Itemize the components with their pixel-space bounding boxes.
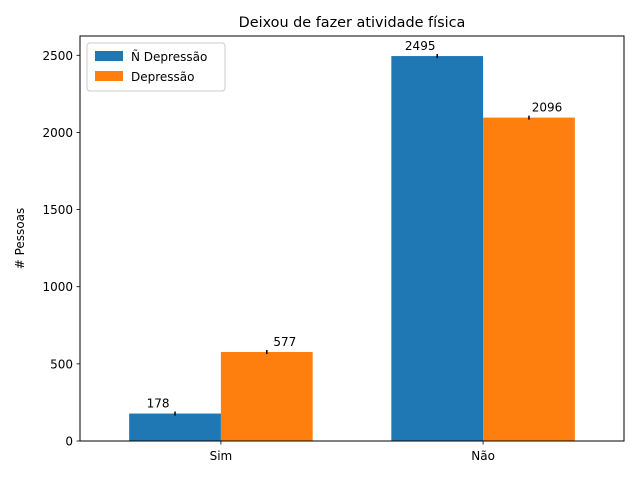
bar-nao-depressao-0 <box>129 413 221 441</box>
y-tick-label: 2500 <box>42 49 73 63</box>
y-axis-ticks: 0 500 1000 1500 2000 2500 <box>42 49 80 449</box>
y-tick-label: 1500 <box>42 203 73 217</box>
y-tick-label: 1000 <box>42 280 73 294</box>
legend-label: Depressão <box>131 70 195 84</box>
bar-value-label: 577 <box>273 335 296 349</box>
x-axis-ticks: Sim Não <box>210 441 495 463</box>
y-tick-label: 0 <box>65 435 73 449</box>
y-tick-label: 500 <box>50 357 73 371</box>
plot-frame <box>79 35 625 442</box>
legend: Ñ Depressão Depressão <box>86 42 226 92</box>
bar-value-label: 2495 <box>405 39 436 53</box>
bar-labels-group: 178 2495 577 2096 <box>147 39 563 410</box>
legend-label: Ñ Depressão <box>131 49 207 64</box>
x-tick-label: Sim <box>210 449 233 463</box>
y-tick-label: 2000 <box>42 126 73 140</box>
bar-nao-depressao-1 <box>391 56 484 442</box>
x-tick-label: Não <box>471 449 495 463</box>
bar-depressao-1 <box>483 117 575 442</box>
error-bars-group <box>174 54 530 416</box>
bar-value-label: 2096 <box>532 101 563 115</box>
legend-swatch <box>95 51 123 61</box>
legend-swatch <box>95 71 123 81</box>
bar-value-label: 178 <box>147 397 170 411</box>
bars-group <box>129 56 575 442</box>
y-axis-label: # Pessoas <box>13 208 27 270</box>
chart-title: Deixou de fazer atividade física <box>239 15 466 31</box>
bar-depressao-0 <box>220 351 313 441</box>
